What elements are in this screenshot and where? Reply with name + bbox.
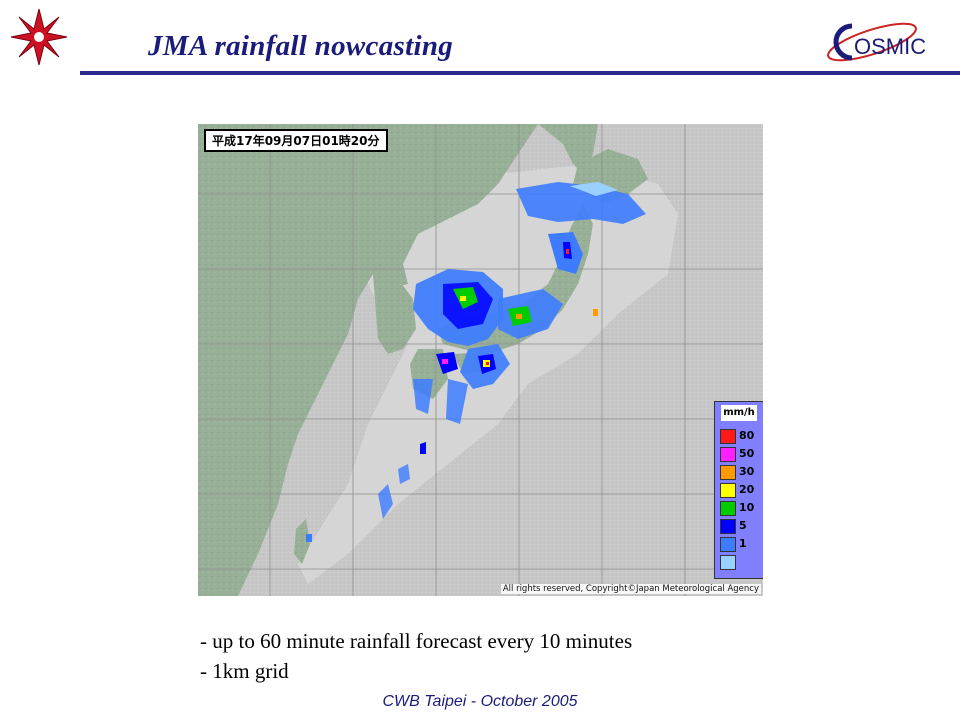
page-title: JMA rainfall nowcasting [148, 30, 454, 62]
radar-map-graphic [198, 124, 763, 596]
legend-item: 10 [720, 500, 762, 516]
legend-item: 1 [720, 536, 762, 552]
legend-unit: mm/h [721, 405, 757, 421]
bullet-list: - up to 60 minute rainfall forecast ever… [200, 626, 632, 686]
cosmic-logo-text: OSMIC [854, 34, 926, 59]
legend-value: 50 [739, 447, 755, 460]
legend-value: 5 [739, 519, 747, 532]
legend-value: 30 [739, 465, 755, 478]
legend-swatch [720, 537, 736, 552]
legend-swatch [720, 429, 736, 444]
legend-item: 50 [720, 446, 762, 462]
legend-item: 80 [720, 428, 762, 444]
bullet-item: - up to 60 minute rainfall forecast ever… [200, 629, 633, 653]
legend-swatch [720, 465, 736, 480]
legend-item: 20 [720, 482, 762, 498]
cosmic-logo-icon: OSMIC [822, 12, 932, 68]
legend-item [720, 554, 762, 570]
legend-value: 20 [739, 483, 755, 496]
timestamp-label: 平成17年09月07日01時20分 [204, 129, 388, 152]
legend-value: 1 [739, 537, 747, 550]
star-burst-logo-icon [8, 6, 70, 68]
legend-swatch [720, 555, 736, 570]
footer-text: CWB Taipei - October 2005 [382, 693, 578, 710]
legend-value: 10 [739, 501, 755, 514]
legend-swatch [720, 519, 736, 534]
copyright-notice: All rights reserved, Copyright©Japan Met… [500, 584, 761, 594]
bullet-item: - 1km grid [200, 659, 289, 683]
legend-value: 80 [739, 429, 755, 442]
legend-swatch [720, 447, 736, 462]
legend-swatch [720, 501, 736, 516]
title-divider [80, 71, 960, 75]
rainfall-legend: mm/h 80 50 30 20 10 5 1 [714, 401, 763, 579]
legend-item: 30 [720, 464, 762, 480]
legend-item: 5 [720, 518, 762, 534]
legend-swatch [720, 483, 736, 498]
rainfall-radar-map: 平成17年09月07日01時20分 mm/h 80 50 30 20 10 5 [198, 124, 763, 596]
